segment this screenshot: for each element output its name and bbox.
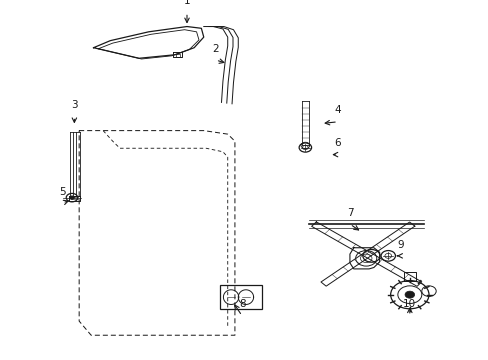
Text: 9: 9 — [396, 239, 403, 249]
Text: 4: 4 — [334, 105, 341, 116]
Text: 8: 8 — [238, 300, 245, 310]
Circle shape — [404, 291, 414, 298]
Text: 7: 7 — [346, 208, 352, 218]
Circle shape — [362, 249, 379, 262]
Text: 5: 5 — [59, 186, 65, 197]
Text: 6: 6 — [334, 138, 341, 148]
Text: 1: 1 — [183, 0, 190, 6]
Text: 3: 3 — [71, 100, 78, 110]
Text: 10: 10 — [403, 300, 416, 310]
Circle shape — [69, 196, 74, 199]
Text: 2: 2 — [212, 44, 219, 54]
